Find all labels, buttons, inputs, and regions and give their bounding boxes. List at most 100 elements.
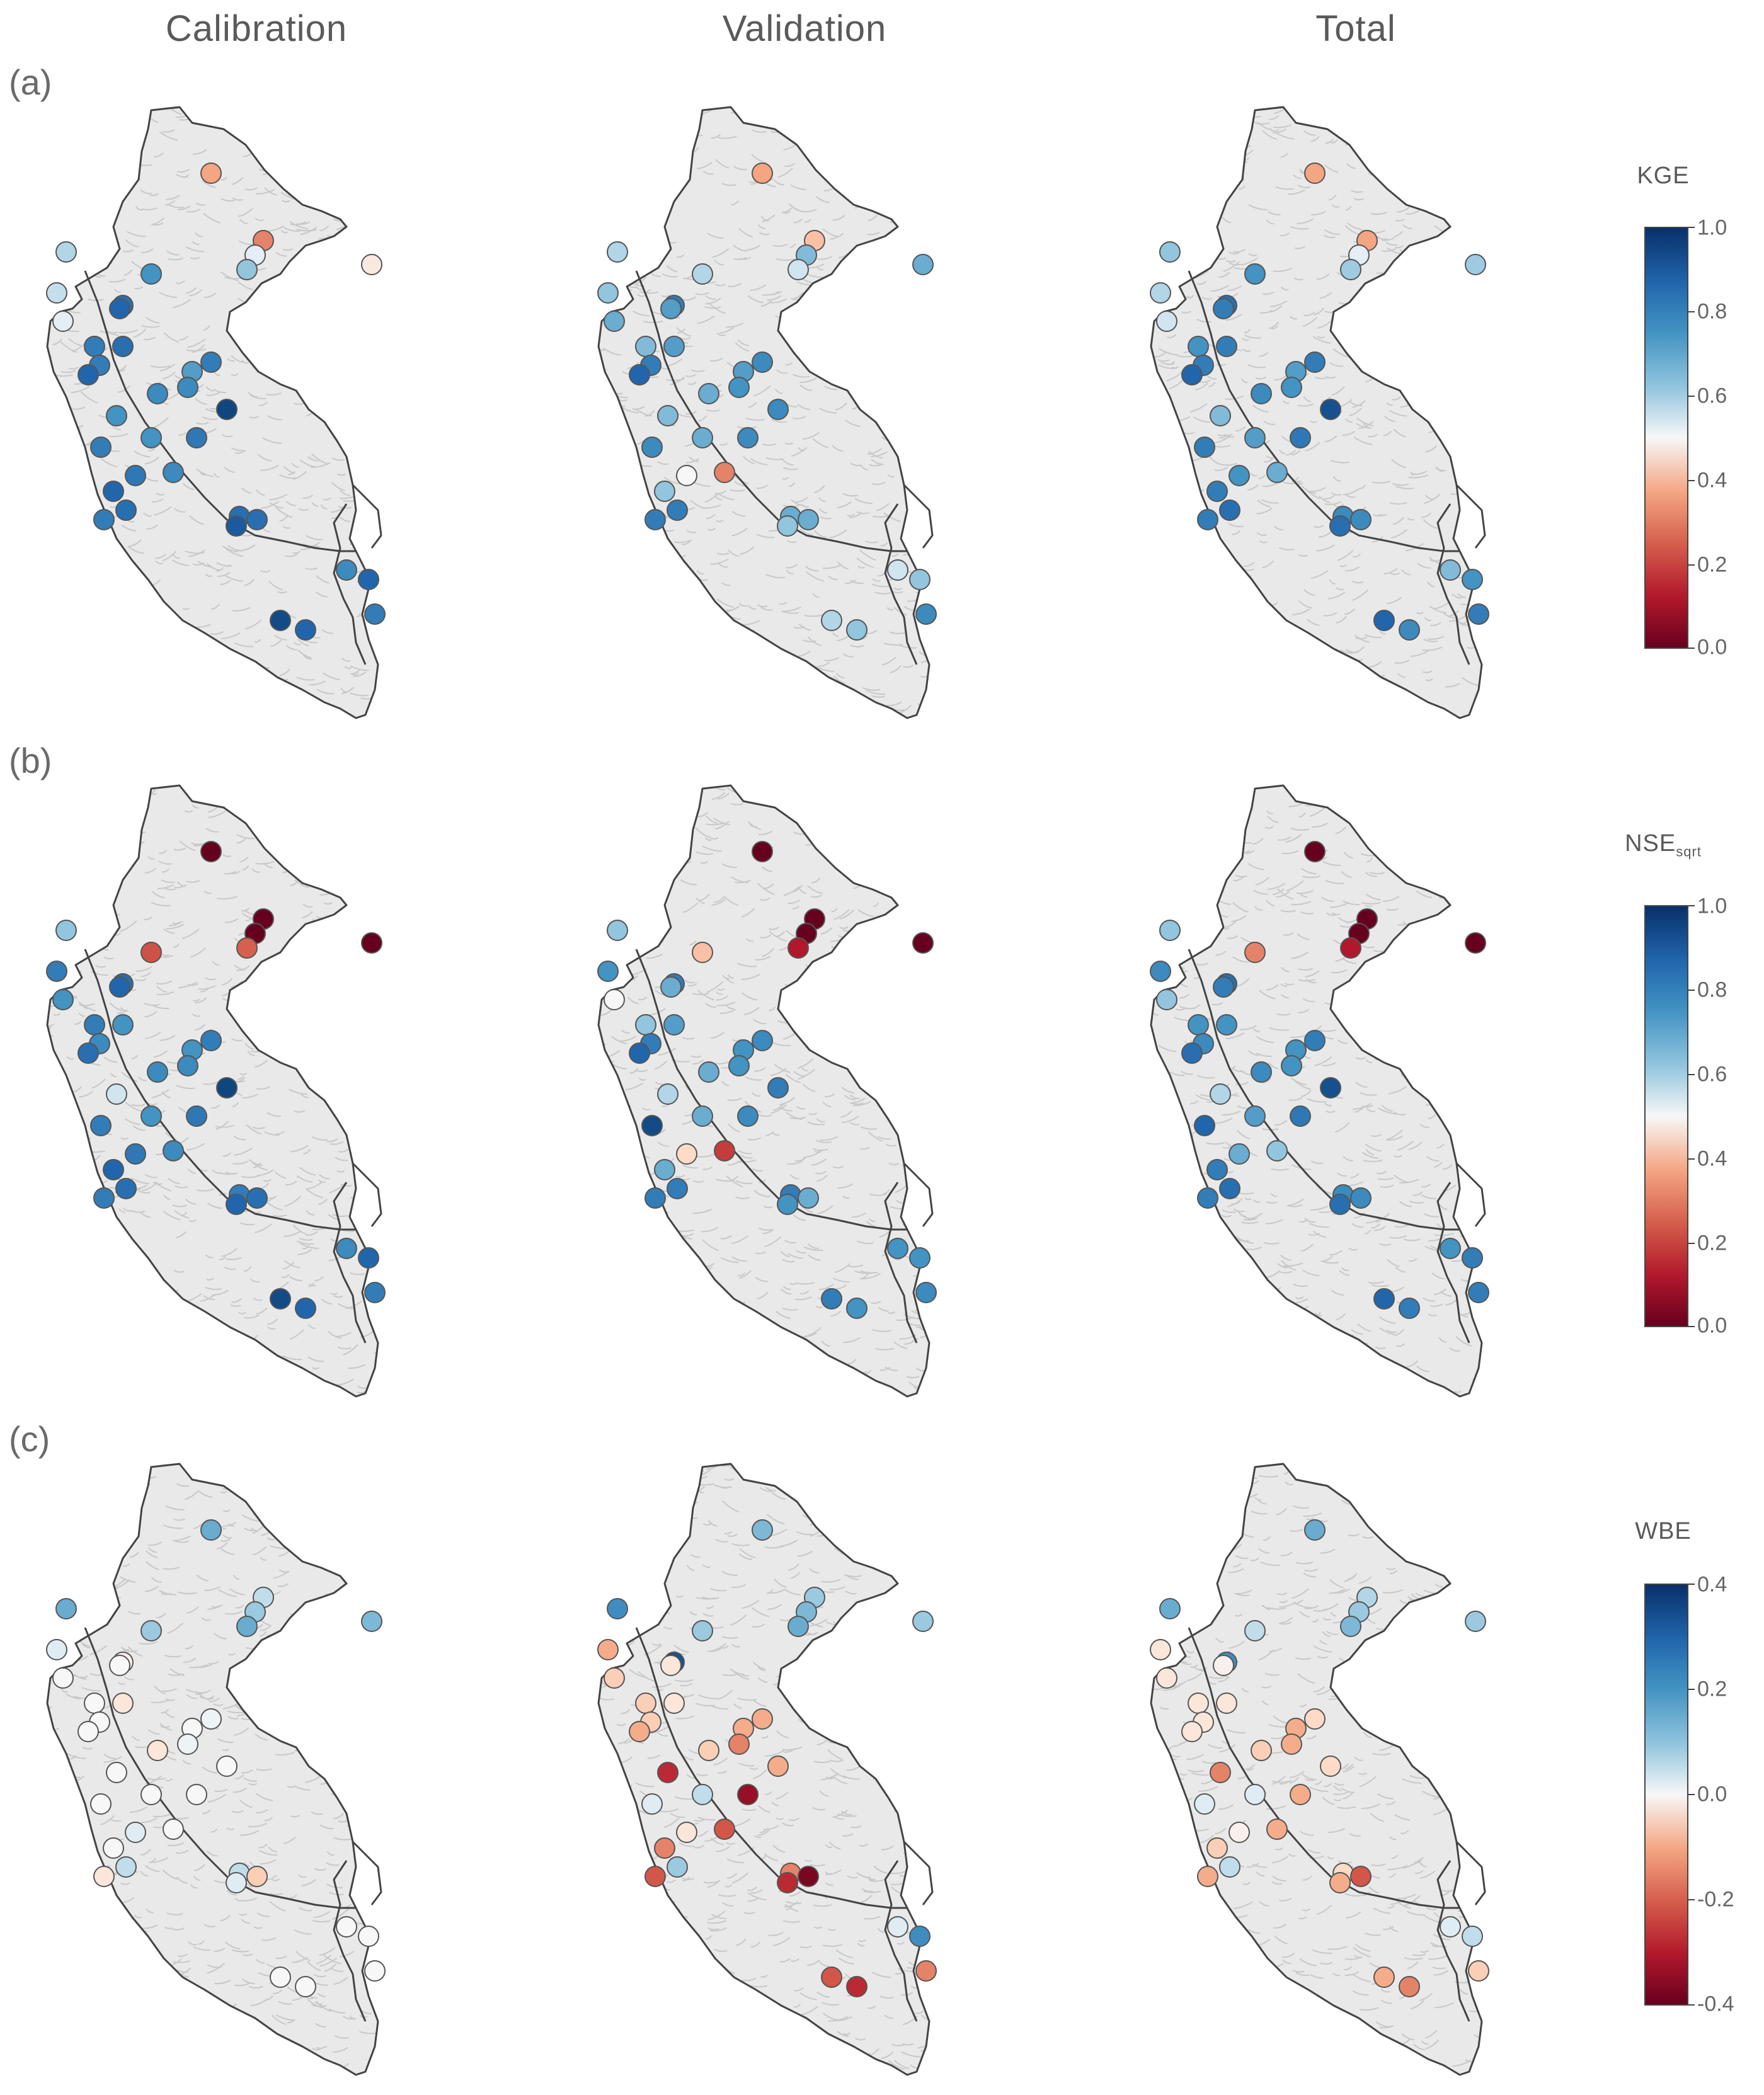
station-marker bbox=[93, 509, 115, 530]
station-marker bbox=[692, 1620, 713, 1641]
station-marker bbox=[186, 427, 207, 448]
station-marker bbox=[358, 1926, 379, 1947]
colorbar-title-wbe: WBE bbox=[1613, 1518, 1714, 1545]
station-marker bbox=[216, 399, 238, 420]
station-marker bbox=[90, 1793, 112, 1815]
station-marker bbox=[1219, 1856, 1240, 1878]
country-land bbox=[47, 1464, 378, 2075]
station-marker bbox=[604, 1667, 625, 1689]
station-marker bbox=[752, 1708, 773, 1730]
tick-label: -0.4 bbox=[1697, 1992, 1734, 2016]
station-marker bbox=[109, 1655, 130, 1676]
station-marker bbox=[52, 989, 74, 1010]
tick-label: 1.0 bbox=[1697, 215, 1727, 240]
station-marker bbox=[912, 932, 934, 954]
tick-label: -0.2 bbox=[1697, 1887, 1734, 1912]
station-marker bbox=[654, 481, 675, 502]
station-marker bbox=[1150, 961, 1171, 982]
row-label-b: (b) bbox=[9, 741, 52, 780]
station-marker bbox=[1244, 942, 1266, 963]
station-marker bbox=[887, 559, 908, 581]
station-marker bbox=[821, 1967, 842, 1988]
station-marker bbox=[125, 465, 146, 486]
station-marker bbox=[767, 1755, 789, 1777]
colorbar-title-text: KGE bbox=[1637, 163, 1690, 189]
tick-label: 0.0 bbox=[1697, 635, 1727, 659]
station-marker bbox=[364, 1282, 386, 1303]
station-marker bbox=[663, 336, 685, 357]
station-marker bbox=[1210, 405, 1231, 426]
station-marker bbox=[103, 1837, 124, 1859]
station-marker bbox=[692, 263, 713, 285]
basin-divide-line bbox=[352, 1162, 382, 1227]
station-marker bbox=[798, 1866, 819, 1887]
column-title-calibration: Calibration bbox=[165, 8, 348, 49]
station-marker bbox=[1340, 259, 1361, 280]
station-marker bbox=[163, 1818, 184, 1840]
station-marker bbox=[660, 298, 682, 319]
station-marker bbox=[1228, 1822, 1250, 1843]
station-marker bbox=[604, 311, 625, 332]
station-marker bbox=[788, 259, 809, 280]
basin-divide-line bbox=[333, 503, 367, 665]
station-marker bbox=[270, 1967, 291, 1988]
station-marker bbox=[607, 920, 628, 941]
station-marker bbox=[46, 282, 67, 304]
station-marker bbox=[1290, 1105, 1311, 1127]
colorbar-title-subscript: sqrt bbox=[1676, 843, 1702, 860]
basin-divide-line bbox=[1455, 484, 1486, 549]
station-marker bbox=[1188, 336, 1209, 357]
station-marker bbox=[364, 1960, 386, 1982]
station-marker bbox=[1213, 1655, 1234, 1676]
basin-divide-line bbox=[352, 484, 382, 549]
station-marker bbox=[676, 1143, 697, 1165]
station-marker bbox=[714, 1818, 735, 1840]
station-marker bbox=[1440, 1238, 1461, 1259]
station-marker bbox=[364, 603, 386, 625]
station-marker bbox=[1304, 1708, 1326, 1730]
station-marker bbox=[714, 1140, 735, 1162]
station-marker bbox=[1462, 1247, 1483, 1269]
station-marker bbox=[915, 603, 937, 625]
station-marker bbox=[1188, 1014, 1209, 1036]
station-marker bbox=[1350, 1187, 1372, 1209]
map-b-validation bbox=[589, 773, 1030, 1403]
station-marker bbox=[90, 437, 112, 458]
station-marker bbox=[147, 1740, 168, 1761]
station-marker bbox=[887, 1238, 908, 1259]
station-marker bbox=[752, 351, 773, 373]
station-marker bbox=[752, 1030, 773, 1051]
basin-divide-line bbox=[352, 1841, 382, 1905]
basin-divide-line bbox=[903, 1162, 934, 1227]
station-marker bbox=[177, 1055, 198, 1076]
map-b-calibration bbox=[38, 773, 479, 1403]
station-marker bbox=[1462, 569, 1483, 590]
station-marker bbox=[788, 937, 809, 959]
station-marker bbox=[1181, 1721, 1203, 1742]
station-marker bbox=[216, 1077, 238, 1099]
station-marker bbox=[654, 1159, 675, 1180]
station-marker bbox=[644, 509, 666, 530]
station-marker bbox=[1216, 1693, 1237, 1714]
station-marker bbox=[112, 1693, 134, 1714]
station-marker bbox=[1213, 976, 1234, 998]
station-marker bbox=[106, 1083, 127, 1105]
row-label-c: (c) bbox=[9, 1419, 50, 1459]
station-marker bbox=[737, 427, 759, 448]
station-marker bbox=[336, 559, 357, 581]
station-marker bbox=[1281, 1733, 1302, 1755]
station-marker bbox=[915, 1282, 937, 1303]
station-marker bbox=[46, 961, 67, 982]
station-marker bbox=[692, 1784, 713, 1805]
station-marker bbox=[200, 351, 222, 373]
station-marker bbox=[1206, 1837, 1228, 1859]
station-marker bbox=[106, 405, 127, 426]
station-marker bbox=[1304, 351, 1326, 373]
station-marker bbox=[777, 1872, 798, 1893]
map-a-validation bbox=[589, 94, 1030, 724]
station-marker bbox=[1329, 1194, 1351, 1215]
colorbar-title-text: WBE bbox=[1635, 1518, 1692, 1544]
station-marker bbox=[607, 1598, 628, 1619]
station-marker bbox=[1244, 1784, 1266, 1805]
station-marker bbox=[1219, 499, 1240, 521]
